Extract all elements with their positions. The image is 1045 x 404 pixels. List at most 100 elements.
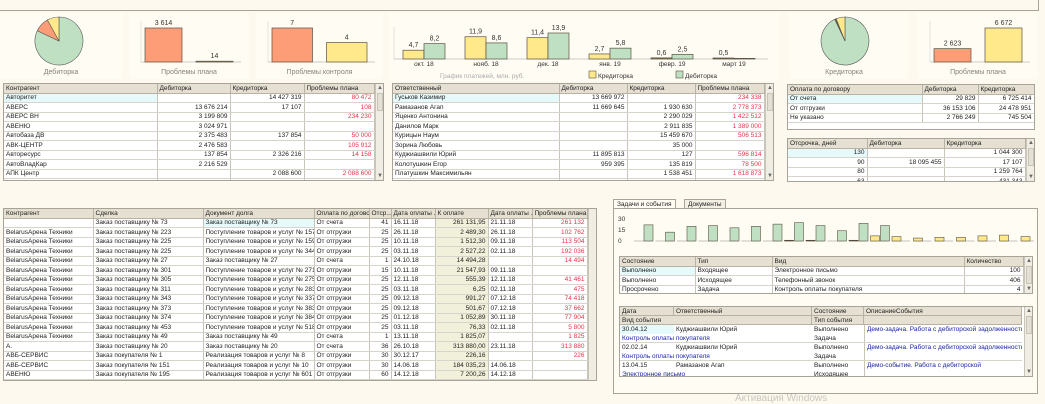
table-cell[interactable]: 02.11.18 [488,284,533,295]
debit-pie-widget[interactable]: Дебиторка [0,13,122,79]
table-cell[interactable]: 23.11.18 [488,341,533,352]
table-cell[interactable]: От отгрузки [314,370,370,380]
table-cell[interactable]: 2 375 483 [157,131,231,141]
scroll-down-icon[interactable]: ▼ [1028,174,1034,180]
table-cell[interactable]: АвтоВладКар [4,159,158,170]
column-header[interactable]: Контрагент [4,209,94,219]
table-cell[interactable]: Поступление товаров и услуг № 271 [203,265,315,276]
table-row[interactable]: BelarusАрена Техники Заказ поставщику № 3… [4,275,588,285]
table-row[interactable]: BelarusАрена Техники Заказ поставщику № 3… [4,303,588,314]
column-header[interactable]: Дебиторка [559,84,628,94]
table-cell[interactable]: 07.12.18 [488,303,533,314]
event-state[interactable]: Выполнено [814,344,849,351]
scroll-thumb[interactable] [1026,266,1032,284]
table-cell[interactable]: 90 [788,157,868,168]
table-cell[interactable]: BelarusАрена Техники [4,284,94,295]
table-cell[interactable]: 16.11.18 [391,218,436,228]
table-cell[interactable]: 991,27 [435,294,489,304]
table-cell[interactable]: 6 725 414 [978,94,1034,104]
column-header[interactable]: Контрагент [4,84,158,94]
table-cell[interactable] [559,131,628,141]
table-row[interactable]: АвтоВладКар 2 216 529 [4,159,375,170]
table-cell[interactable]: Задача [695,285,773,293]
table-cell[interactable]: 13 676 214 [157,102,231,113]
event-state[interactable]: Выполнено [814,326,849,333]
table-cell[interactable]: 13.11.18 [391,332,436,342]
column-header[interactable]: Тип [695,257,773,267]
table-cell[interactable]: АВЕРС [4,102,158,113]
table-cell[interactable]: 1 044 300 [944,148,1026,158]
table-cell[interactable]: 30 [369,360,392,371]
table-cell[interactable]: 03.11.18 [391,322,436,333]
table-cell[interactable] [157,93,231,103]
table-row[interactable]: BelarusАрена Техники Заказ поставщику № 2… [4,237,588,247]
table-cell[interactable]: АВК-ЦЕНТР [4,140,158,151]
table-row[interactable]: Платушкин Максимильян 1 538 451 1 618 873 [393,169,765,179]
table-cell[interactable]: 102 762 [532,227,588,238]
table-cell[interactable]: 17 107 [230,102,305,113]
table-cell[interactable]: BelarusАрена Техники [4,256,94,266]
scrollbar[interactable]: ▲ ▼ [375,84,383,180]
event-responsible[interactable]: Рамазанов Агап [676,362,725,369]
table-cell[interactable]: 14.06.18 [391,360,436,371]
table-cell[interactable]: 13 669 972 [559,93,628,103]
table-cell[interactable] [559,178,628,180]
table-cell[interactable] [532,370,588,380]
table-cell[interactable]: 3 199 809 [157,112,231,122]
column-header[interactable]: Оплата по договору [314,209,370,219]
table-cell[interactable]: Автобаза ДВ [4,131,158,141]
table-cell[interactable]: 17 107 [944,157,1026,168]
table-cell[interactable]: 24.10.18 [391,256,436,266]
table-cell[interactable]: Заказ поставщику № 311 [93,284,204,295]
table-row[interactable]: 90 18 095 455 17 107 [788,157,1026,168]
table-cell[interactable]: 1 947 763 [157,178,231,180]
table-cell[interactable] [4,218,94,228]
table-cell[interactable]: Реализация товаров и услуг № 10 [203,360,315,371]
table-cell[interactable] [230,112,305,122]
table-row[interactable]: BelarusАрена Техники Заказ поставщику № 2… [4,227,588,238]
table-cell[interactable]: 11 669 645 [559,102,628,113]
table-row[interactable]: Выполнено Входящее Электронное письмо 100 [620,266,1024,276]
table-cell[interactable]: 02.11.18 [488,246,533,257]
table-row[interactable]: 130 1 044 300 [788,148,1026,158]
table-cell[interactable]: Входящее [695,266,773,276]
table-row[interactable]: BelarusАрена Техники Заказ поставщику № 3… [4,284,588,295]
table-cell[interactable]: 1 259 764 [944,167,1026,177]
table-cell[interactable]: 25 [369,227,392,238]
table-cell[interactable]: 1 618 873 [695,169,765,179]
table-cell[interactable]: 02.11.18 [488,322,533,333]
scroll-up-icon[interactable]: ▲ [1026,308,1032,314]
table-cell[interactable] [304,178,375,180]
table-cell[interactable]: 26.11.18 [488,227,533,238]
event-date[interactable]: 30.04.12 [620,325,674,334]
table-cell[interactable]: 80 [788,167,868,177]
table-row[interactable]: 63 431 343 [788,176,1026,181]
table-cell[interactable]: 37 662 [532,303,588,314]
event-kind[interactable]: Контроль оплаты покупателя [622,353,710,360]
scroll-down-icon[interactable]: ▼ [1026,369,1032,375]
table-cell[interactable]: 226 [532,351,588,361]
table-cell[interactable]: 2 088 600 [230,169,305,179]
table-cell[interactable]: От счета [314,332,370,342]
table-cell[interactable]: АВЕНЮ [4,370,94,380]
scroll-thumb[interactable] [767,93,773,111]
table-cell[interactable] [488,351,533,361]
table-cell[interactable]: 184 035,23 [435,360,489,371]
tab-tasks-events[interactable]: Задачи и события [613,199,676,210]
counterparty-table[interactable]: Контрагент Дебиторка Кредиторка Проблемы пл… [3,83,384,181]
table-cell[interactable]: 1 825 [532,332,588,342]
table-row[interactable]: Авторесурс 137 854 2 326 216 14 158 [4,150,375,160]
payment-terms-table[interactable]: Оплата по договору Дебиторка Кредиторка От … [787,84,1035,130]
table-cell[interactable]: От отгрузки [314,303,370,314]
column-header[interactable]: Документ долга [203,209,315,219]
table-cell[interactable]: АВЕРС ВН [4,112,158,122]
table-cell[interactable] [695,140,765,151]
table-cell[interactable]: 1 052,89 [435,313,489,323]
event-responsible[interactable]: Куджиашвили Юрий [676,344,738,351]
table-cell[interactable]: Поступление товаров и услуг № 383 [203,303,315,314]
scroll-down-icon[interactable]: ▼ [767,173,773,179]
table-row[interactable]: АВЕНЮ 3 024 971 [4,121,375,132]
table-cell[interactable]: От отгрузки [314,265,370,276]
table-row[interactable]: Рамазанов Агап 11 669 645 1 930 630 2 778 3… [393,102,765,113]
table-cell[interactable]: 226,16 [435,351,489,361]
